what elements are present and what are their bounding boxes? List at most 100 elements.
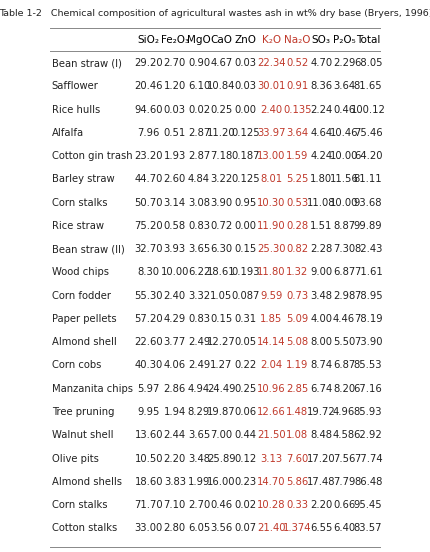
Text: 10.00: 10.00: [329, 151, 357, 161]
Text: 3.65: 3.65: [187, 430, 209, 440]
Text: 4.06: 4.06: [163, 360, 185, 370]
Text: 25.89: 25.89: [206, 454, 235, 464]
Text: 18.61: 18.61: [206, 268, 235, 278]
Text: 62.92: 62.92: [353, 430, 381, 440]
Text: Corn stalks: Corn stalks: [52, 500, 107, 510]
Text: 21.40: 21.40: [256, 523, 285, 533]
Text: 5.25: 5.25: [285, 174, 307, 184]
Text: 0.02: 0.02: [234, 500, 256, 510]
Text: 33.00: 33.00: [134, 523, 163, 533]
Text: Bean straw (II): Bean straw (II): [52, 244, 124, 254]
Text: 2.87: 2.87: [187, 151, 209, 161]
Text: 83.57: 83.57: [353, 523, 381, 533]
Text: SO₃: SO₃: [311, 35, 330, 45]
Text: 9.00: 9.00: [310, 268, 332, 278]
Text: 10.28: 10.28: [256, 500, 285, 510]
Text: 68.05: 68.05: [353, 58, 381, 68]
Text: 7.00: 7.00: [210, 430, 232, 440]
Text: Wood chips: Wood chips: [52, 268, 108, 278]
Text: 4.64: 4.64: [310, 128, 332, 138]
Text: 32.70: 32.70: [134, 244, 163, 254]
Text: 3.93: 3.93: [163, 244, 185, 254]
Text: 0.087: 0.087: [230, 291, 259, 301]
Text: 11.56: 11.56: [329, 174, 358, 184]
Text: 22.60: 22.60: [134, 337, 163, 347]
Text: 8.48: 8.48: [310, 430, 332, 440]
Text: 5.08: 5.08: [286, 337, 307, 347]
Text: 1.94: 1.94: [163, 407, 185, 417]
Text: 8.74: 8.74: [310, 360, 332, 370]
Text: 4.29: 4.29: [163, 314, 185, 324]
Text: 55.30: 55.30: [134, 291, 163, 301]
Text: 10.96: 10.96: [256, 384, 285, 394]
Text: 10.46: 10.46: [329, 128, 357, 138]
Text: 86.48: 86.48: [353, 477, 381, 487]
Text: 44.70: 44.70: [134, 174, 163, 184]
Text: 2.28: 2.28: [310, 244, 332, 254]
Text: 78.19: 78.19: [353, 314, 381, 324]
Text: 0.12: 0.12: [234, 454, 256, 464]
Text: 11.80: 11.80: [256, 268, 285, 278]
Text: 6.05: 6.05: [187, 523, 209, 533]
Text: 7.30: 7.30: [332, 244, 354, 254]
Text: 19.87: 19.87: [206, 407, 235, 417]
Text: 0.23: 0.23: [234, 477, 256, 487]
Text: 8.29: 8.29: [187, 407, 209, 417]
Text: 5.09: 5.09: [286, 314, 307, 324]
Text: CaO: CaO: [210, 35, 232, 45]
Text: 1.374: 1.374: [282, 523, 310, 533]
Text: 0.03: 0.03: [163, 105, 185, 115]
Text: 0.66: 0.66: [332, 500, 354, 510]
Text: 3.77: 3.77: [163, 337, 185, 347]
Text: 11.90: 11.90: [256, 221, 285, 231]
Text: 0.05: 0.05: [234, 337, 256, 347]
Text: 0.46: 0.46: [332, 105, 354, 115]
Text: 3.14: 3.14: [163, 198, 185, 208]
Text: Na₂O: Na₂O: [283, 35, 310, 45]
Text: 4.84: 4.84: [187, 174, 209, 184]
Text: 0.06: 0.06: [234, 407, 256, 417]
Text: Corn fodder: Corn fodder: [52, 291, 111, 301]
Text: 2.44: 2.44: [163, 430, 185, 440]
Text: 10.00: 10.00: [329, 198, 357, 208]
Text: 8.87: 8.87: [332, 221, 354, 231]
Text: 0.22: 0.22: [234, 360, 256, 370]
Text: 0.53: 0.53: [286, 198, 307, 208]
Text: 7.96: 7.96: [137, 128, 160, 138]
Text: 2.49: 2.49: [187, 360, 209, 370]
Text: 0.135: 0.135: [282, 105, 310, 115]
Text: 0.72: 0.72: [210, 221, 232, 231]
Text: 85.53: 85.53: [353, 360, 381, 370]
Text: 17.48: 17.48: [306, 477, 335, 487]
Text: 6.30: 6.30: [210, 244, 232, 254]
Text: 67.16: 67.16: [353, 384, 381, 394]
Text: 99.89: 99.89: [353, 221, 381, 231]
Text: 0.15: 0.15: [234, 244, 256, 254]
Text: 9.95: 9.95: [137, 407, 160, 417]
Text: 64.20: 64.20: [353, 151, 381, 161]
Text: 1.99: 1.99: [187, 477, 210, 487]
Text: Safflower: Safflower: [52, 81, 98, 92]
Text: 13.00: 13.00: [256, 151, 285, 161]
Text: 0.83: 0.83: [187, 221, 209, 231]
Text: 5.97: 5.97: [137, 384, 160, 394]
Text: 0.91: 0.91: [286, 81, 307, 92]
Text: 57.20: 57.20: [134, 314, 163, 324]
Text: 2.20: 2.20: [310, 500, 332, 510]
Text: 1.32: 1.32: [286, 268, 307, 278]
Text: 4.94: 4.94: [187, 384, 209, 394]
Text: 11.08: 11.08: [306, 198, 335, 208]
Text: P₂O₅: P₂O₅: [332, 35, 355, 45]
Text: Tree pruning: Tree pruning: [52, 407, 114, 417]
Text: 2.70: 2.70: [163, 58, 185, 68]
Text: 1.48: 1.48: [286, 407, 307, 417]
Text: 6.22: 6.22: [187, 268, 210, 278]
Text: 82.43: 82.43: [353, 244, 381, 254]
Text: Total: Total: [355, 35, 379, 45]
Text: 7.18: 7.18: [210, 151, 232, 161]
Text: 10.00: 10.00: [160, 268, 188, 278]
Text: SiO₂: SiO₂: [138, 35, 160, 45]
Text: 3.48: 3.48: [187, 454, 209, 464]
Text: 7.56: 7.56: [332, 454, 354, 464]
Text: 12.27: 12.27: [206, 337, 235, 347]
